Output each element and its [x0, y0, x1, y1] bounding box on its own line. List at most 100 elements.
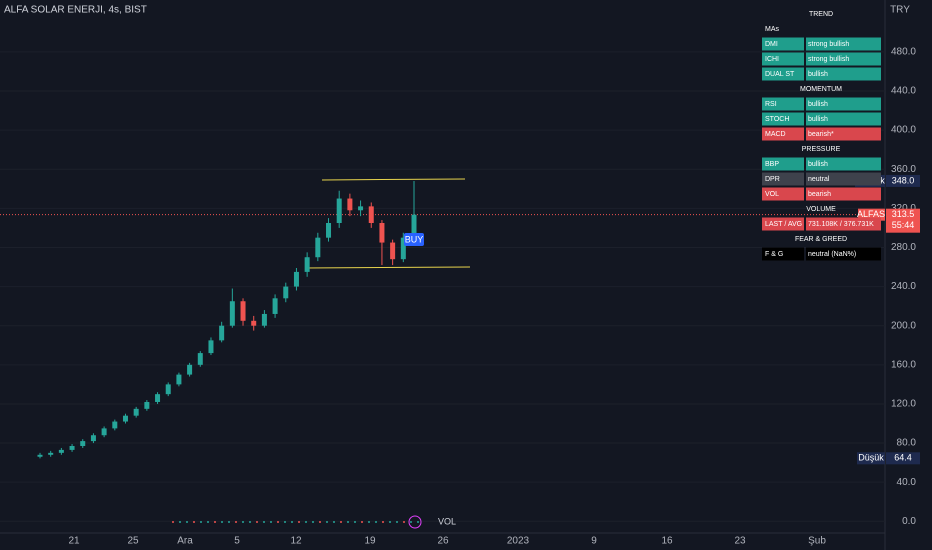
volume-dot: [228, 521, 230, 523]
table-label: LAST / AVG: [765, 221, 802, 228]
candle-body: [122, 415, 128, 422]
candle-body: [219, 325, 225, 341]
table-section-title: MOMENTUM: [800, 86, 842, 93]
candle-body: [400, 237, 406, 260]
candle-body: [187, 364, 193, 375]
candle-body: [251, 320, 257, 326]
candle-body: [326, 222, 332, 238]
marker-name: Düşük: [858, 453, 884, 463]
volume-dot: [305, 521, 307, 523]
table-section-title: PRESSURE: [802, 146, 841, 153]
x-tick-label: 9: [591, 536, 597, 547]
candle-body: [58, 449, 64, 453]
table-label: VOL: [765, 191, 779, 198]
volume-dot: [179, 521, 181, 523]
y-tick-label: 40.0: [897, 477, 917, 488]
volume-dot: [312, 521, 314, 523]
x-tick-label: 16: [661, 536, 673, 547]
y-tick-label: 200.0: [891, 320, 916, 331]
buy-box: [404, 233, 424, 246]
candle-body: [197, 353, 203, 365]
currency: TRY: [890, 5, 910, 16]
candle-body: [358, 206, 364, 211]
volume-dot: [186, 521, 188, 523]
candle-body: [411, 214, 417, 238]
table-value: 731.108K / 376.731K: [808, 221, 874, 228]
last-value: 313.5: [892, 209, 915, 219]
y-tick-label: 400.0: [891, 125, 916, 136]
table-value: bullish: [808, 161, 828, 168]
volume-dot: [242, 521, 244, 523]
table-value-cell: [806, 37, 881, 51]
x-tick-label: 2023: [507, 536, 530, 547]
volume-dot: [298, 521, 300, 523]
y-tick-label: 360.0: [891, 164, 916, 175]
table-label: DMI: [765, 41, 778, 48]
candle-body: [293, 271, 299, 287]
volume-dot: [333, 521, 335, 523]
candle-body: [101, 428, 107, 436]
x-tick-label: 5: [234, 536, 240, 547]
table-value-cell: [806, 172, 881, 186]
x-tick-label: Ara: [177, 536, 193, 547]
candle-body: [90, 435, 96, 442]
table-value: strong bullish: [808, 56, 849, 63]
table-label: DUAL ST: [765, 71, 795, 78]
volume-dot: [221, 521, 223, 523]
table-label: ICHI: [765, 56, 779, 63]
table-label: RSI: [765, 101, 777, 108]
x-tick-label: 21: [68, 536, 80, 547]
table-label-cell: [762, 172, 804, 186]
x-tick-label: 19: [364, 536, 376, 547]
table-value: neutral (NaN%): [808, 251, 856, 258]
table-section-title: FEAR & GREED: [795, 236, 847, 243]
volume-dot: [382, 521, 384, 523]
table-value-cell: [806, 52, 881, 66]
x-tick-label: Şub: [808, 536, 826, 547]
volume-dot: [284, 521, 286, 523]
table-value: bullish: [808, 71, 828, 78]
table-label: F & G: [765, 251, 783, 258]
x-tick-label: 12: [290, 536, 302, 547]
candle-body: [229, 301, 235, 326]
table-value-cell: [806, 247, 881, 261]
table-label-cell: [762, 217, 804, 231]
table-label-cell: [762, 127, 804, 141]
candle-body: [390, 242, 396, 260]
table-label-cell: [762, 67, 804, 81]
volume-dot: [347, 521, 349, 523]
y-tick-label: 480.0: [891, 46, 916, 57]
volume-dot: [193, 521, 195, 523]
candle-body: [48, 452, 54, 455]
table-label: STOCH: [765, 116, 789, 123]
volume-dot: [361, 521, 363, 523]
y-tick-label: 120.0: [891, 399, 916, 410]
volume-dot: [410, 521, 412, 523]
candle-body: [283, 286, 289, 299]
table-label-cell: [762, 187, 804, 201]
table-value-cell: [806, 187, 881, 201]
candle-body: [37, 454, 43, 457]
x-tick-label: 25: [127, 536, 139, 547]
marker-name-box: [857, 452, 885, 465]
candle-body: [304, 257, 310, 272]
marker-value: 348.0: [892, 175, 915, 185]
candle-body: [240, 301, 246, 321]
candle-body: [336, 198, 342, 223]
candle-body: [144, 401, 150, 409]
table-label: MAs: [765, 26, 780, 33]
table-value-cell: [806, 127, 881, 141]
volume-dot: [270, 521, 272, 523]
candle-body: [315, 237, 321, 258]
channel-lower: [304, 266, 471, 269]
candle-body: [261, 313, 267, 326]
volume-dot: [354, 521, 356, 523]
volume-dot: [396, 521, 398, 523]
last-value-box: [886, 208, 920, 233]
candle-body: [379, 222, 385, 243]
table-value-cell: [806, 67, 881, 81]
table-label-cell: [762, 37, 804, 51]
volume-dot: [256, 521, 258, 523]
